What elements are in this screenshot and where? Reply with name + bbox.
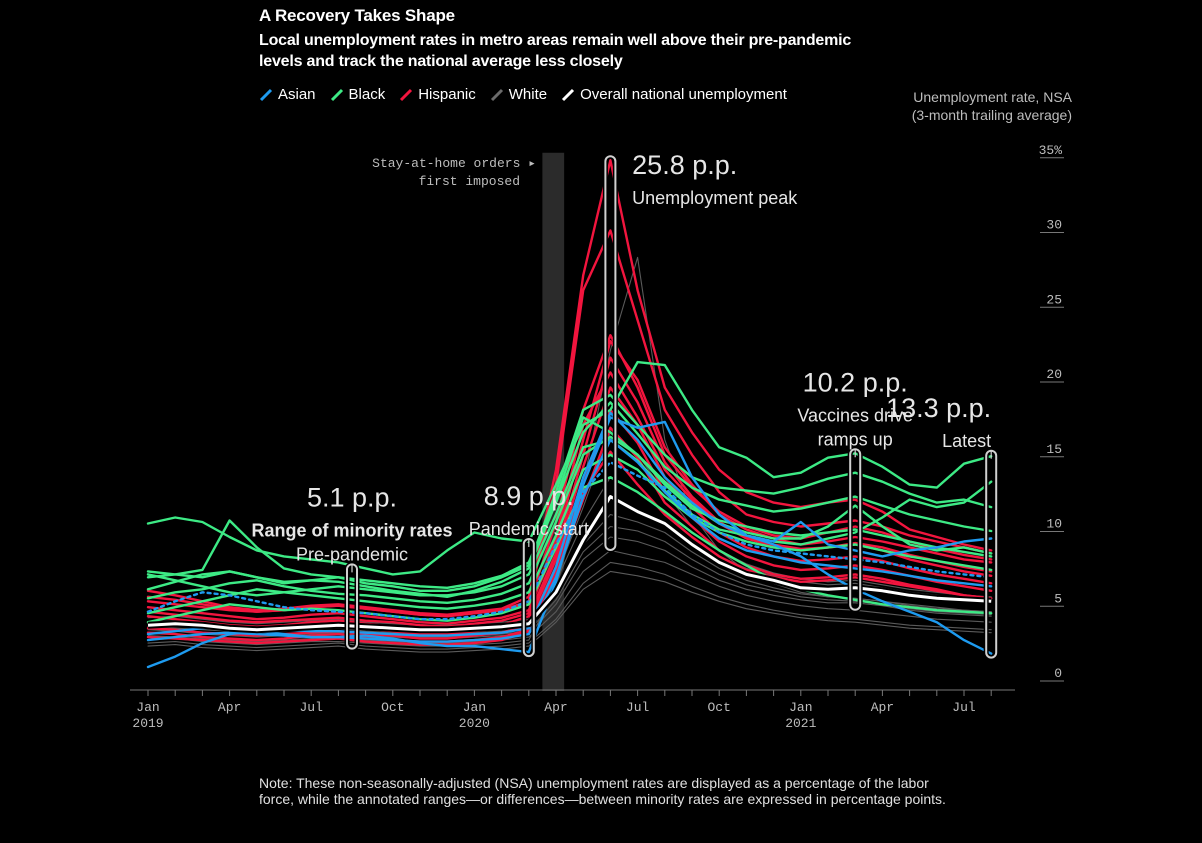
legend-swatch-hispanic <box>400 88 413 101</box>
annotation-text-3-1: ramps up <box>818 429 893 449</box>
y-tick-label-6: 5 <box>1054 591 1062 606</box>
footnote: Note: These non-seasonally-adjusted (NSA… <box>259 775 946 807</box>
legend-label-national: Overall national unemployment <box>580 86 787 103</box>
x-tick-year-0: 2019 <box>132 716 163 731</box>
annotation-text-0-1: Pre-pandemic <box>296 544 408 564</box>
y-axis-title-line1: Unemployment rate, NSA <box>913 89 1072 105</box>
x-tick-label-18: Jul <box>626 700 650 715</box>
y-tick-label-0: 35% <box>1039 143 1063 158</box>
y-axis-title: Unemployment rate, NSA (3-month trailing… <box>912 88 1072 124</box>
x-tick-label-3: Apr <box>218 700 241 715</box>
legend-swatch-national <box>562 88 575 101</box>
legend-label-asian: Asian <box>278 86 316 103</box>
legend-swatch-black <box>330 88 343 101</box>
x-tick-label-30: Jul <box>952 700 976 715</box>
stay-at-home-label-line2: first imposed <box>419 174 520 189</box>
legend-label-black: Black <box>348 86 386 103</box>
y-tick-label-1: 30 <box>1046 218 1062 233</box>
annotation-text-0-0: Range of minority rates <box>251 520 452 540</box>
annotation-value-0: 5.1 p.p. <box>307 482 397 512</box>
y-tick-label-5: 10 <box>1046 517 1062 532</box>
series-line-white-5 <box>147 561 992 650</box>
legend-item-national: Overall national unemployment <box>561 86 787 103</box>
y-tick-label-3: 20 <box>1046 367 1062 382</box>
annotation-text-4-0: Latest <box>942 431 991 451</box>
chart-subtitle: Local unemployment rates in metro areas … <box>259 32 852 70</box>
chart-title: A Recovery Takes Shape <box>259 6 455 25</box>
y-axis-title-line2: (3-month trailing average) <box>911 107 1072 123</box>
stay-at-home-label-line1: Stay-at-home orders ▸ <box>372 156 536 171</box>
x-tick-year-12: 2020 <box>459 716 490 731</box>
legend-item-black: Black <box>330 86 386 103</box>
legend-item-asian: Asian <box>259 86 316 103</box>
x-tick-year-24: 2021 <box>785 716 816 731</box>
y-tick-label-2: 25 <box>1046 292 1062 307</box>
legend-label-hispanic: Hispanic <box>418 86 476 103</box>
legend-swatch-asian <box>259 88 273 101</box>
legend-item-hispanic: Hispanic <box>399 86 476 103</box>
x-tick-label-27: Apr <box>871 700 894 715</box>
annotation-text-3-0: Vaccines drive <box>797 405 913 425</box>
x-tick-label-24: Jan <box>789 700 812 715</box>
annotation-value-4: 13.3 p.p. <box>886 393 991 423</box>
x-tick-label-0: Jan <box>136 700 159 715</box>
annotation-text-1-0: Pandemic start <box>469 519 589 539</box>
legend-swatch-white <box>490 88 503 101</box>
annotation-value-2: 25.8 p.p. <box>632 150 737 180</box>
x-tick-label-21: Oct <box>707 700 730 715</box>
x-tick-label-9: Oct <box>381 700 404 715</box>
y-tick-label-7: 0 <box>1054 666 1062 681</box>
annotation-value-3: 10.2 p.p. <box>803 367 908 397</box>
annotation-value-1: 8.9 p.p. <box>484 481 574 511</box>
legend: Asian Black Hispanic White Overall natio… <box>259 86 787 103</box>
legend-item-white: White <box>490 86 547 103</box>
x-tick-label-6: Jul <box>299 700 323 715</box>
x-tick-label-15: Apr <box>544 700 567 715</box>
y-tick-label-4: 15 <box>1046 442 1062 457</box>
range-capsule-halo-2 <box>602 153 618 553</box>
series-line-white-7 <box>147 570 992 653</box>
annotation-text-2-0: Unemployment peak <box>632 188 798 208</box>
range-capsule-2 <box>604 155 617 551</box>
x-tick-label-12: Jan <box>463 700 486 715</box>
legend-label-white: White <box>508 86 548 103</box>
